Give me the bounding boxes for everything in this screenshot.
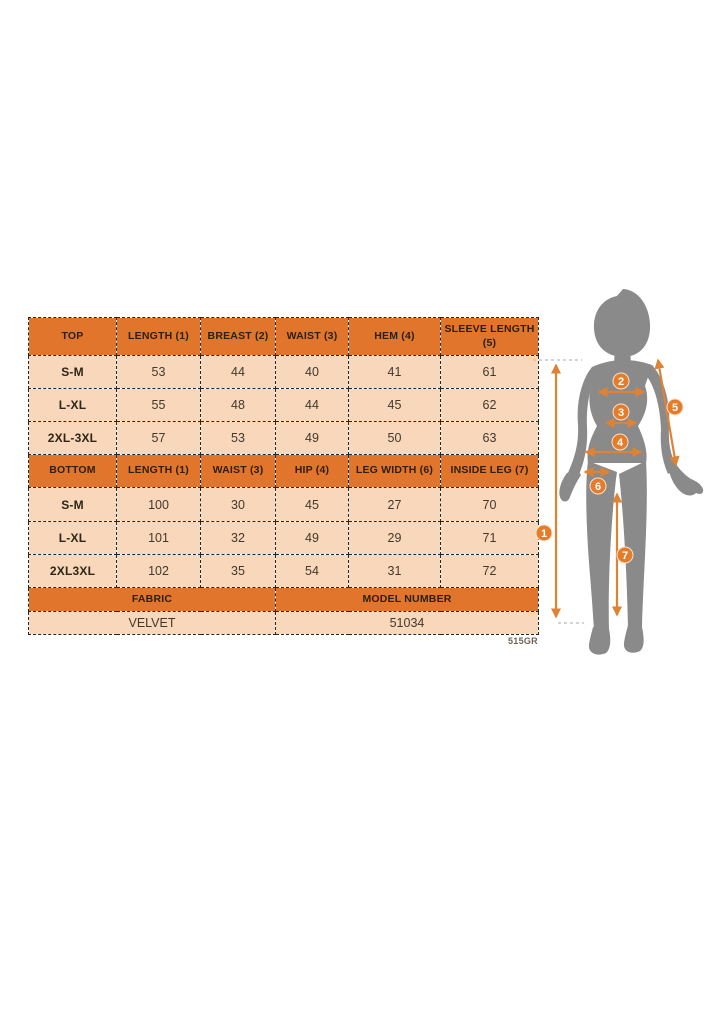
value-cell: 63: [440, 421, 539, 455]
value-cell: 50: [348, 421, 441, 455]
measure-arrows: [550, 358, 680, 619]
right-foot-shape: [623, 625, 644, 653]
badge-number: 4: [617, 437, 624, 449]
header-cell: LENGTH (1): [116, 454, 201, 488]
value-cell: 45: [275, 487, 349, 522]
size-cell: 2XL3XL: [28, 554, 117, 588]
value-cell: 44: [200, 355, 276, 389]
info-header-row: FABRIC MODEL NUMBER: [28, 587, 539, 612]
measure-arrow-5-sleeve: [654, 358, 680, 467]
top-header-row: TOP LENGTH (1) BREAST (2) WAIST (3) HEM …: [28, 317, 539, 356]
info-value-row: VELVET 51034: [28, 611, 539, 635]
table-row: 2XL-3XL 57 53 49 50 63: [28, 421, 539, 455]
value-cell: 35: [200, 554, 276, 588]
badge-number: 1: [541, 528, 547, 540]
fabric-header-cell: FABRIC: [28, 587, 276, 612]
figure-silhouette: [559, 289, 704, 655]
measure-badge-1: 1: [535, 524, 553, 542]
left-arm-shape: [568, 367, 598, 477]
value-cell: 102: [116, 554, 201, 588]
table-row: S-M 53 44 40 41 61: [28, 355, 539, 389]
badge-number: 5: [672, 402, 678, 414]
measure-badge-3: 3: [612, 403, 630, 421]
value-cell: 30: [200, 487, 276, 522]
measure-badge-4: 4: [611, 433, 629, 451]
value-cell: 27: [348, 487, 441, 522]
measure-badge-7: 7: [616, 546, 634, 564]
value-cell: 101: [116, 521, 201, 555]
value-cell: 55: [116, 388, 201, 422]
value-cell: 45: [348, 388, 441, 422]
measure-badge-5: 5: [666, 398, 684, 416]
model-header-cell: MODEL NUMBER: [275, 587, 539, 612]
value-cell: 54: [275, 554, 349, 588]
left-hand-shape: [559, 469, 581, 502]
header-cell: INSIDE LEG (7): [440, 454, 539, 488]
badge-number: 2: [618, 376, 624, 388]
value-cell: 48: [200, 388, 276, 422]
measurement-figure-illustration: 1 2 3 4 5 6 7: [533, 289, 704, 655]
fabric-value-cell: VELVET: [28, 611, 276, 635]
value-cell: 29: [348, 521, 441, 555]
badge-number: 6: [595, 481, 601, 493]
header-cell: HEM (4): [348, 317, 441, 356]
table-row: L-XL 55 48 44 45 62: [28, 388, 539, 422]
value-cell: 62: [440, 388, 539, 422]
head-shape: [593, 289, 651, 357]
left-foot-shape: [588, 627, 611, 655]
header-cell: HIP (4): [275, 454, 349, 488]
badge-number: 7: [622, 550, 628, 562]
size-cell: L-XL: [28, 521, 117, 555]
header-cell: BREAST (2): [200, 317, 276, 356]
header-cell: LENGTH (1): [116, 317, 201, 356]
product-code: 515GR: [507, 636, 538, 646]
value-cell: 41: [348, 355, 441, 389]
measure-badges: 1 2 3 4 5 6 7: [535, 372, 684, 564]
right-leg-shape: [619, 461, 647, 627]
value-cell: 49: [275, 421, 349, 455]
value-cell: 31: [348, 554, 441, 588]
bottom-header-row: BOTTOM LENGTH (1) WAIST (3) HIP (4) LEG …: [28, 454, 539, 488]
header-cell: LEG WIDTH (6): [348, 454, 441, 488]
badge-number: 3: [618, 407, 624, 419]
model-value-cell: 51034: [275, 611, 539, 635]
header-cell: WAIST (3): [200, 454, 276, 488]
value-cell: 71: [440, 521, 539, 555]
right-arm-shape: [644, 365, 677, 474]
right-hand-shape: [669, 464, 704, 496]
value-cell: 53: [116, 355, 201, 389]
table-row: 2XL3XL 102 35 54 31 72: [28, 554, 539, 588]
measure-badge-6: 6: [589, 477, 607, 495]
header-cell: TOP: [28, 317, 117, 356]
size-cell: S-M: [28, 487, 117, 522]
value-cell: 32: [200, 521, 276, 555]
value-cell: 57: [116, 421, 201, 455]
size-cell: S-M: [28, 355, 117, 389]
size-chart-table: TOP LENGTH (1) BREAST (2) WAIST (3) HEM …: [28, 317, 539, 635]
value-cell: 70: [440, 487, 539, 522]
size-cell: L-XL: [28, 388, 117, 422]
table-row: L-XL 101 32 49 29 71: [28, 521, 539, 555]
value-cell: 61: [440, 355, 539, 389]
header-cell: SLEEVE LENGTH (5): [440, 317, 539, 356]
value-cell: 72: [440, 554, 539, 588]
size-cell: 2XL-3XL: [28, 421, 117, 455]
measure-badge-2: 2: [612, 372, 630, 390]
header-cell: WAIST (3): [275, 317, 349, 356]
value-cell: 100: [116, 487, 201, 522]
value-cell: 53: [200, 421, 276, 455]
value-cell: 40: [275, 355, 349, 389]
value-cell: 44: [275, 388, 349, 422]
table-row: S-M 100 30 45 27 70: [28, 487, 539, 522]
left-leg-shape: [586, 461, 617, 629]
value-cell: 49: [275, 521, 349, 555]
header-cell: BOTTOM: [28, 454, 117, 488]
